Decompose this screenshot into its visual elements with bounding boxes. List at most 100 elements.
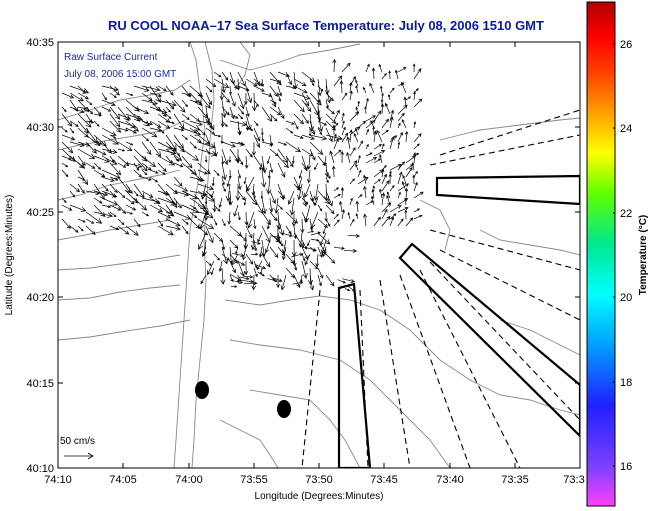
current-vector-arrow [325, 106, 335, 115]
current-vector-arrow [309, 260, 319, 270]
current-vector-arrow [133, 169, 143, 178]
current-vector-arrow [269, 106, 282, 116]
current-vector-arrow [307, 230, 315, 234]
current-vector-arrow [301, 92, 310, 107]
y-tick-label: 40:20 [26, 292, 54, 304]
current-vector-arrow [309, 218, 314, 231]
current-vector-arrow [101, 127, 117, 136]
current-vector-arrow [93, 148, 107, 156]
current-vector-arrow [285, 120, 295, 125]
current-vector-arrow [69, 183, 81, 193]
current-vector-arrow [245, 106, 250, 117]
current-vector-arrow [389, 216, 395, 227]
current-vector-arrow [205, 148, 211, 155]
current-vector-arrow [101, 134, 119, 145]
current-vector-arrow [381, 215, 391, 227]
current-vector-arrow [141, 176, 152, 181]
current-vector-arrow [270, 235, 282, 239]
current-vector-arrow [229, 113, 239, 119]
current-vector-arrow [341, 120, 345, 129]
current-vector-arrow [197, 204, 214, 219]
current-vector-arrow [363, 174, 367, 185]
current-vector-arrow [181, 113, 190, 120]
current-vector-arrow [253, 239, 258, 252]
radial-sampling-lines [301, 109, 580, 468]
current-vector-arrow [386, 191, 391, 199]
current-vector-arrow [269, 211, 278, 222]
current-vector-arrow [373, 130, 377, 143]
current-vector-arrow [285, 155, 294, 168]
current-vector-arrow [325, 274, 335, 287]
current-vector-arrow [250, 232, 256, 251]
current-vector-arrow [77, 162, 84, 168]
y-tick-label: 40:30 [26, 122, 54, 134]
current-vector-arrow [317, 113, 324, 133]
current-vector-arrow [237, 71, 246, 87]
current-vector-arrow [277, 85, 283, 97]
current-vector-arrow [389, 163, 402, 171]
current-vector-arrow [125, 211, 134, 215]
current-vector-arrow [109, 211, 117, 218]
current-vector-arrow [376, 129, 383, 143]
current-vector-arrow [325, 127, 333, 143]
current-vector-arrow [197, 92, 211, 109]
current-vector-arrow [69, 92, 84, 102]
current-vector-arrow [253, 71, 261, 87]
colorbar-tick-label: 26 [620, 39, 632, 51]
current-vector-arrow [301, 162, 308, 171]
current-vector-arrow [280, 274, 287, 291]
current-vector-arrow [259, 267, 263, 276]
colorbar-label: Temperature (°C) [638, 215, 649, 296]
current-vector-arrow [289, 197, 295, 216]
current-vector-arrow [413, 208, 421, 213]
current-vector-arrow [349, 126, 361, 136]
current-vector-arrow [237, 141, 245, 146]
current-vector-arrow [413, 143, 420, 150]
current-vector-arrow [371, 189, 375, 199]
current-vector-arrow [365, 128, 369, 136]
x-tick-label: 73:40 [436, 474, 464, 486]
current-vector-arrow [261, 239, 267, 257]
current-vector-arrow [253, 134, 261, 148]
current-vector-arrow [93, 190, 109, 197]
current-vector-arrow [365, 152, 373, 157]
current-vector-arrow [200, 274, 207, 285]
current-vector-arrow [381, 118, 389, 129]
current-vector-arrow [189, 120, 203, 126]
current-vector-arrow [205, 134, 211, 146]
current-vector-arrow [320, 239, 327, 255]
current-vector-arrow [229, 78, 238, 90]
current-vector-arrow [292, 280, 304, 285]
current-vector-arrow [157, 120, 171, 129]
current-vector-arrow [389, 205, 402, 213]
current-vector-arrow [141, 85, 161, 92]
current-vector-arrow [293, 120, 299, 130]
current-vector-arrow [69, 190, 76, 198]
current-vector-arrow [157, 162, 167, 173]
current-vector-arrow [364, 106, 367, 115]
current-vector-arrow [261, 141, 274, 146]
current-vector-arrow [93, 113, 102, 117]
current-vector-arrow [308, 127, 312, 137]
x-tick-label: 74:00 [175, 474, 203, 486]
current-vector-arrow [277, 239, 284, 247]
current-vector-arrow [309, 120, 316, 136]
current-vector-arrow [101, 183, 109, 192]
current-vector-arrow [189, 176, 205, 183]
current-vector-arrow [237, 106, 245, 115]
current-vector-arrow [229, 260, 236, 274]
current-vector-arrow [189, 204, 197, 210]
current-vector-arrow [347, 211, 351, 220]
current-vector-arrow [381, 173, 387, 185]
current-vector-arrow [363, 185, 367, 199]
current-vector-arrow [181, 190, 199, 199]
current-vector-arrow [397, 161, 405, 171]
current-vector-arrow [380, 103, 385, 115]
current-vector-arrow [117, 141, 133, 152]
current-vector-arrow [117, 106, 130, 122]
current-vector-arrow [389, 116, 394, 129]
current-vector-arrow [221, 120, 228, 128]
current-vector-arrow [325, 218, 331, 227]
current-vector-arrow [343, 248, 358, 253]
